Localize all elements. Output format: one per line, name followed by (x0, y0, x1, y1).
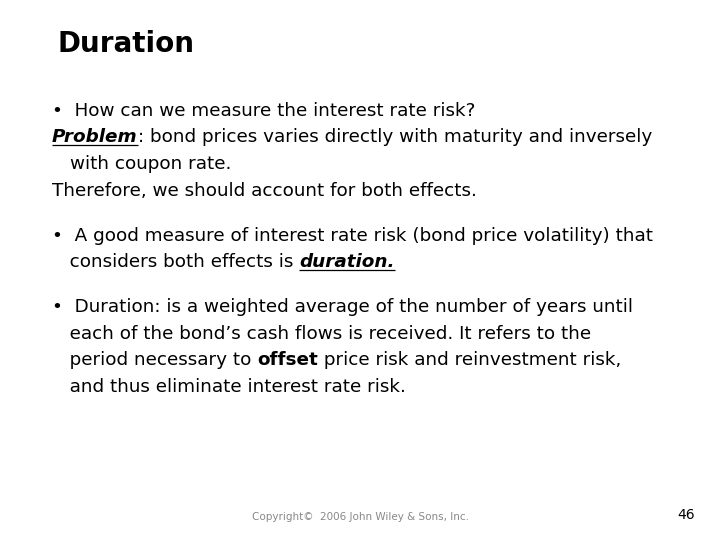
Text: : bond prices varies directly with maturity and inversely: : bond prices varies directly with matur… (138, 129, 652, 146)
Text: Problem: Problem (52, 129, 138, 146)
Text: price risk and reinvestment risk,: price risk and reinvestment risk, (318, 351, 621, 369)
Text: •  Duration: is a weighted average of the number of years until: • Duration: is a weighted average of the… (52, 298, 633, 316)
Text: and thus eliminate interest rate risk.: and thus eliminate interest rate risk. (52, 377, 406, 396)
Text: Therefore, we should account for both effects.: Therefore, we should account for both ef… (52, 181, 477, 199)
Text: Duration: Duration (58, 30, 195, 58)
Text: offset: offset (257, 351, 318, 369)
Text: •  A good measure of interest rate risk (bond price volatility) that: • A good measure of interest rate risk (… (52, 227, 653, 245)
Text: duration.: duration. (300, 253, 395, 271)
Text: considers both effects is: considers both effects is (52, 253, 300, 271)
Text: period necessary to: period necessary to (52, 351, 257, 369)
Text: 46: 46 (678, 508, 695, 522)
Text: •  How can we measure the interest rate risk?: • How can we measure the interest rate r… (52, 102, 475, 120)
Text: each of the bond’s cash flows is received. It refers to the: each of the bond’s cash flows is receive… (52, 325, 591, 342)
Text: with coupon rate.: with coupon rate. (70, 155, 231, 173)
Text: Copyright©  2006 John Wiley & Sons, Inc.: Copyright© 2006 John Wiley & Sons, Inc. (251, 512, 469, 522)
